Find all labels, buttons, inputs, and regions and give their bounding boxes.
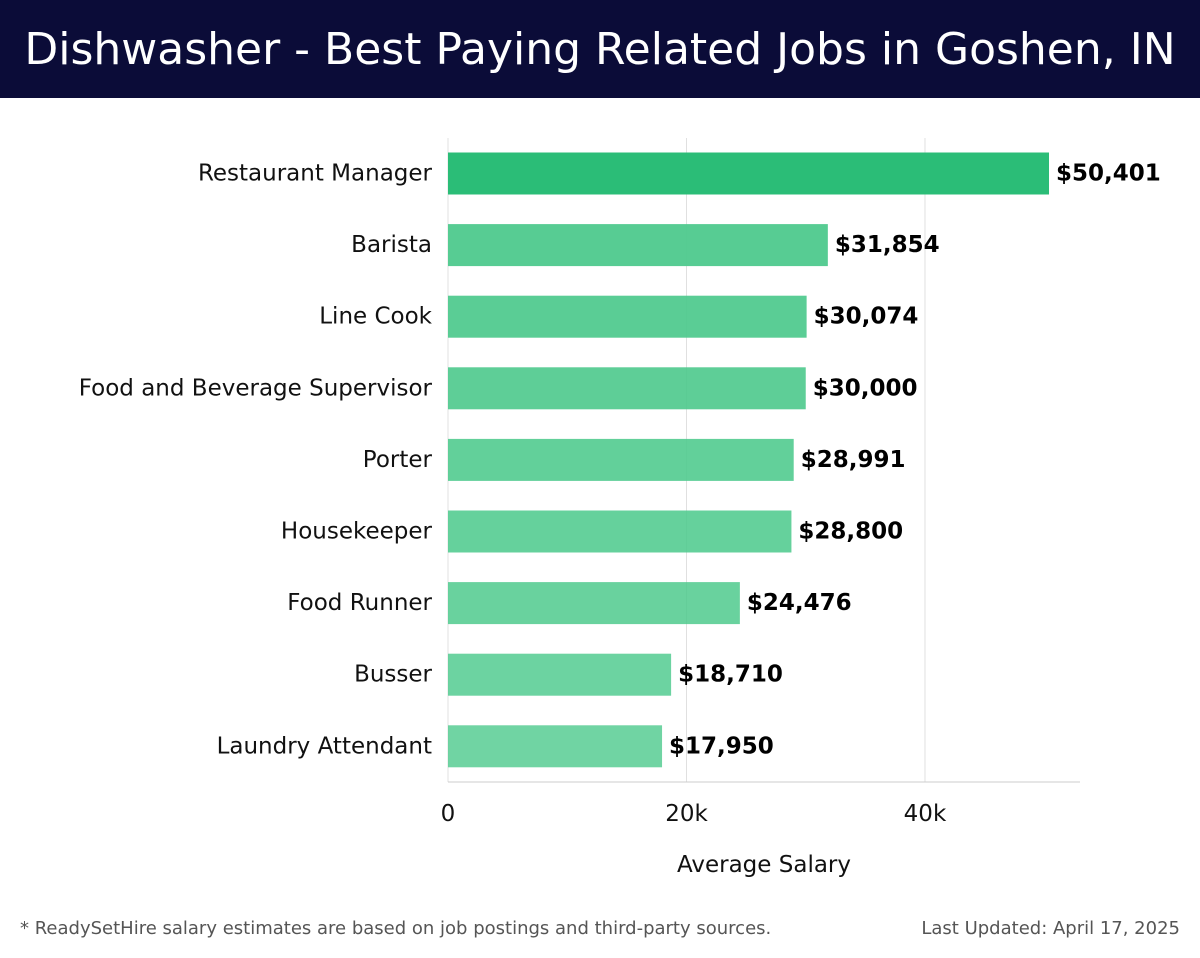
value-label: $30,000: [813, 375, 918, 401]
bar: [448, 152, 1050, 195]
chart-title: Dishwasher - Best Paying Related Jobs in…: [24, 23, 1176, 75]
category-label: Line Cook: [319, 304, 432, 330]
category-label: Food and Beverage Supervisor: [79, 375, 433, 401]
category-label: Laundry Attendant: [217, 733, 432, 759]
footer-note: * ReadySetHire salary estimates are base…: [20, 918, 772, 939]
header-banner: Dishwasher - Best Paying Related Jobs in…: [0, 0, 1200, 98]
bar: [448, 367, 806, 410]
bar: [448, 224, 828, 267]
category-label: Busser: [354, 662, 432, 688]
value-label: $17,950: [669, 733, 774, 759]
x-tick-label: 40k: [904, 801, 947, 827]
category-label: Barista: [351, 232, 432, 258]
value-label: $31,854: [835, 232, 940, 258]
value-label: $28,991: [801, 447, 906, 473]
bar-chart: Restaurant Manager $50,401 Barista $31,854 L…: [79, 138, 1161, 878]
x-tick-label: 20k: [665, 801, 708, 827]
bar: [448, 438, 794, 481]
x-axis-label: Average Salary: [677, 852, 851, 878]
value-label: $28,800: [798, 519, 903, 545]
category-label: Restaurant Manager: [198, 161, 433, 187]
bar: [448, 653, 672, 696]
bar: [448, 725, 663, 768]
category-label: Porter: [363, 447, 433, 473]
bar: [448, 510, 792, 553]
bar: [448, 582, 740, 625]
category-label: Housekeeper: [281, 519, 433, 545]
value-label: $18,710: [678, 662, 783, 688]
category-label: Food Runner: [287, 590, 432, 616]
x-tick-label: 0: [441, 801, 456, 827]
value-label: $50,401: [1056, 161, 1161, 187]
bar: [448, 295, 807, 338]
value-label: $30,074: [814, 304, 919, 330]
value-label: $24,476: [747, 590, 852, 616]
last-updated: Last Updated: April 17, 2025: [921, 918, 1180, 939]
